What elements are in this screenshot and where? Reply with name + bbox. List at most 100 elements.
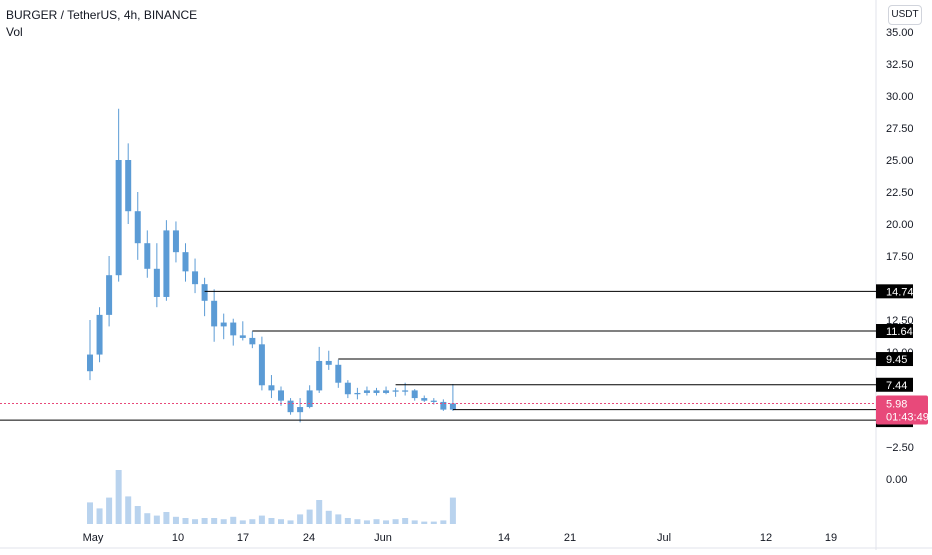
level-price-tag bbox=[876, 352, 913, 367]
candle-body bbox=[163, 230, 170, 297]
candle-body bbox=[230, 322, 237, 336]
time-tick-label: May bbox=[83, 532, 104, 544]
candle-body bbox=[134, 211, 141, 244]
candle-body bbox=[363, 390, 370, 393]
level-price-label: 14.74 bbox=[886, 286, 914, 298]
candle-body bbox=[182, 252, 189, 272]
time-tick-label: 12 bbox=[760, 532, 772, 544]
volume-bar bbox=[115, 470, 122, 524]
volume-tick-label: −2.50 bbox=[886, 442, 914, 454]
volume-bar bbox=[134, 506, 141, 524]
volume-bar bbox=[411, 520, 418, 524]
volume-indicator-label[interactable]: Vol bbox=[6, 25, 23, 39]
volume-bar bbox=[144, 513, 151, 524]
candle-body bbox=[192, 271, 199, 285]
candle-body bbox=[325, 360, 332, 365]
time-tick-label: 19 bbox=[825, 532, 837, 544]
volume-bar bbox=[363, 520, 370, 524]
candle-body bbox=[306, 390, 313, 408]
candle-body bbox=[354, 392, 361, 395]
candle-body bbox=[402, 390, 409, 392]
volume-bar bbox=[392, 519, 399, 524]
time-tick-label: 10 bbox=[172, 532, 184, 544]
candle-body bbox=[335, 364, 342, 383]
candle-body bbox=[87, 354, 93, 372]
volume-bar bbox=[230, 516, 237, 524]
volume-bar bbox=[182, 518, 189, 524]
volume-bar bbox=[249, 519, 256, 524]
volume-bar bbox=[344, 518, 351, 524]
candle-body bbox=[106, 275, 113, 315]
candle-body bbox=[411, 390, 418, 399]
candle-body bbox=[201, 284, 208, 301]
volume-bar bbox=[211, 518, 218, 524]
price-countdown-label: 01:43:49 bbox=[886, 411, 929, 423]
volume-bar bbox=[325, 510, 332, 524]
candle-body bbox=[144, 243, 151, 269]
level-price-tag bbox=[876, 377, 913, 392]
candle-body bbox=[115, 160, 122, 276]
candle-body bbox=[172, 230, 179, 253]
candle-body bbox=[449, 403, 456, 410]
volume-bar bbox=[258, 515, 265, 524]
current-price-label: 5.98 bbox=[886, 398, 907, 410]
volume-bar bbox=[440, 520, 447, 524]
time-tick-label: 24 bbox=[303, 532, 315, 544]
volume-bar bbox=[421, 521, 428, 524]
candle-body bbox=[344, 382, 351, 395]
level-price-tag bbox=[876, 284, 913, 299]
price-tick-label: 22.50 bbox=[886, 187, 914, 199]
candle-body bbox=[421, 398, 428, 401]
candle-body bbox=[430, 400, 437, 402]
candle-body bbox=[258, 344, 265, 386]
candle-body bbox=[268, 385, 275, 391]
price-tick-label: 32.50 bbox=[886, 59, 914, 71]
candle-body bbox=[373, 390, 380, 393]
price-tick-label: 25.00 bbox=[886, 155, 914, 167]
level-price-label: 9.45 bbox=[886, 354, 907, 366]
volume-bar bbox=[192, 519, 199, 524]
candle-body bbox=[278, 390, 284, 401]
time-tick-label: Jun bbox=[374, 532, 392, 544]
volume-bar bbox=[153, 515, 160, 524]
volume-bar bbox=[430, 521, 437, 524]
level-price-tag bbox=[876, 324, 913, 339]
current-price-tag bbox=[876, 395, 928, 425]
candle-body bbox=[211, 300, 218, 327]
candle-body bbox=[297, 407, 304, 413]
candle-body bbox=[287, 400, 294, 413]
volume-bar bbox=[449, 497, 456, 524]
candle-body bbox=[383, 390, 390, 393]
chart-title-bar: BURGER / TetherUS, 4h, BINANCE Vol bbox=[6, 8, 197, 39]
candle-body bbox=[125, 160, 132, 212]
currency-button[interactable]: USDT bbox=[888, 5, 922, 25]
time-tick-label: 14 bbox=[498, 532, 510, 544]
price-tick-label: 20.00 bbox=[886, 219, 914, 231]
candle-body bbox=[316, 360, 323, 391]
volume-bar bbox=[297, 514, 304, 524]
level-price-label: 11.64 bbox=[886, 326, 913, 338]
time-tick-label: 21 bbox=[564, 532, 576, 544]
volume-bar bbox=[316, 500, 323, 524]
volume-bar bbox=[306, 509, 313, 524]
price-tick-label: 27.50 bbox=[886, 123, 914, 135]
volume-bar bbox=[287, 520, 294, 524]
volume-bar bbox=[335, 514, 342, 524]
level-price-label: 7.44 bbox=[886, 380, 907, 392]
volume-bar bbox=[268, 518, 275, 524]
time-tick-label: 17 bbox=[237, 532, 249, 544]
candle-body bbox=[440, 401, 447, 410]
symbol-title[interactable]: BURGER / TetherUS, 4h, BINANCE bbox=[6, 8, 198, 22]
volume-bar bbox=[87, 502, 93, 524]
volume-bar bbox=[96, 508, 103, 524]
volume-bar bbox=[220, 519, 227, 524]
volume-bar bbox=[402, 518, 409, 524]
candle-body bbox=[96, 314, 103, 355]
volume-tick-label: 0.00 bbox=[886, 474, 907, 486]
price-tick-label: 17.50 bbox=[886, 251, 914, 263]
volume-bar bbox=[354, 519, 361, 524]
price-tick-label: 35.00 bbox=[886, 27, 914, 39]
candle-body bbox=[220, 322, 227, 327]
